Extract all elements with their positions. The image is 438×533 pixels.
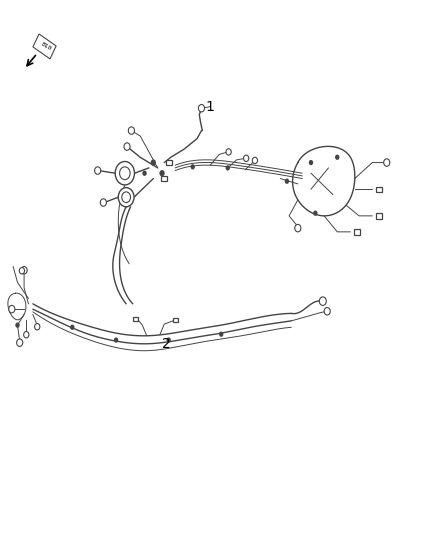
Circle shape bbox=[124, 143, 130, 150]
Circle shape bbox=[70, 325, 74, 330]
Circle shape bbox=[151, 159, 156, 166]
Circle shape bbox=[9, 305, 15, 313]
Circle shape bbox=[21, 266, 27, 274]
Bar bbox=[173, 318, 178, 322]
Circle shape bbox=[159, 170, 165, 176]
Circle shape bbox=[120, 167, 130, 180]
Circle shape bbox=[142, 171, 147, 176]
Circle shape bbox=[35, 324, 40, 330]
Bar bbox=[33, 34, 56, 59]
Circle shape bbox=[114, 337, 118, 343]
Circle shape bbox=[128, 127, 134, 134]
Circle shape bbox=[198, 104, 205, 112]
Circle shape bbox=[219, 332, 223, 337]
Circle shape bbox=[17, 339, 23, 346]
Circle shape bbox=[122, 192, 131, 203]
Circle shape bbox=[244, 155, 249, 161]
Bar bbox=[354, 229, 360, 235]
Bar bbox=[376, 187, 382, 192]
Circle shape bbox=[191, 164, 195, 169]
Circle shape bbox=[335, 155, 339, 160]
Bar bbox=[376, 213, 382, 219]
Circle shape bbox=[166, 337, 171, 343]
Bar bbox=[133, 317, 138, 321]
Bar bbox=[166, 160, 172, 165]
Circle shape bbox=[313, 211, 318, 216]
Circle shape bbox=[252, 157, 258, 164]
Circle shape bbox=[118, 188, 134, 207]
Circle shape bbox=[226, 149, 231, 155]
Circle shape bbox=[115, 161, 134, 185]
Circle shape bbox=[285, 179, 289, 184]
Circle shape bbox=[24, 332, 29, 338]
Circle shape bbox=[384, 159, 390, 166]
Circle shape bbox=[324, 308, 330, 315]
Circle shape bbox=[15, 322, 20, 328]
Circle shape bbox=[226, 165, 230, 171]
Circle shape bbox=[319, 297, 326, 305]
Circle shape bbox=[95, 167, 101, 174]
Text: 1: 1 bbox=[206, 100, 215, 114]
Text: B10: B10 bbox=[40, 42, 52, 51]
Circle shape bbox=[19, 268, 25, 274]
Circle shape bbox=[295, 224, 301, 232]
Text: 2: 2 bbox=[162, 337, 171, 351]
Circle shape bbox=[100, 199, 106, 206]
Bar bbox=[161, 176, 167, 181]
Circle shape bbox=[309, 160, 313, 165]
